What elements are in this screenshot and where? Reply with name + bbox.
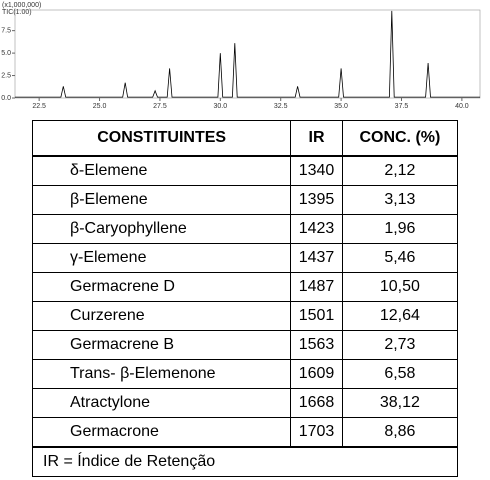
table-cell: 12,64 bbox=[341, 301, 459, 331]
table-row: γ-Elemene 1437 5,46 bbox=[31, 243, 459, 273]
table-cell: β-Caryophyllene bbox=[31, 214, 292, 244]
table-cell: δ-Elemene bbox=[31, 155, 292, 186]
x-tick-label: 35.0 bbox=[334, 103, 348, 110]
table-cell: 6,58 bbox=[341, 359, 459, 389]
table-cell: 5,46 bbox=[341, 243, 459, 273]
x-tick-label: 27.5 bbox=[153, 103, 167, 110]
y-tick-label: 5.0 bbox=[1, 50, 11, 57]
table-cell: Germacrene D bbox=[31, 272, 292, 302]
table-cell: 1423 bbox=[290, 214, 343, 244]
trace-label: TIC(1.00) bbox=[2, 9, 32, 16]
table-cell: IR = Índice de Retenção bbox=[32, 446, 458, 477]
x-tick-label: 37.5 bbox=[395, 103, 409, 110]
table-cell: 2,73 bbox=[341, 330, 459, 360]
table-cell: 38,12 bbox=[341, 388, 459, 418]
x-tick-label: 32.5 bbox=[274, 103, 288, 110]
table-cell: β-Elemene bbox=[31, 185, 292, 215]
table-cell: 1,96 bbox=[341, 214, 459, 244]
trace bbox=[15, 10, 480, 98]
table-cell: Trans- β-Elemenone bbox=[31, 359, 292, 389]
table-cell: Atractylone bbox=[31, 388, 292, 418]
x-tick-label: 40.0 bbox=[455, 103, 469, 110]
table-cell: 1437 bbox=[290, 243, 343, 273]
table-cell: 1703 bbox=[290, 417, 343, 448]
table-cell: 1340 bbox=[290, 155, 343, 186]
table-cell: Curzerene bbox=[31, 301, 292, 331]
table-cell: 1668 bbox=[290, 388, 343, 418]
table-cell: 1487 bbox=[290, 272, 343, 302]
x-tick-label: 22.5 bbox=[32, 103, 46, 110]
table-cell: 1609 bbox=[290, 359, 343, 389]
y-tick-label: 0.0 bbox=[1, 95, 11, 102]
table-row: Atractylone 1668 38,12 bbox=[31, 388, 459, 418]
table-cell: 1395 bbox=[290, 185, 343, 215]
y-tick-label: 7.5 bbox=[1, 27, 11, 34]
table-cell: Germacrone bbox=[31, 417, 292, 448]
x-tick-label: 30.0 bbox=[214, 103, 228, 110]
table-row: Curzerene 1501 12,64 bbox=[31, 301, 459, 331]
table-cell: 1501 bbox=[290, 301, 343, 331]
table-row: Trans- β-Elemenone 1609 6,58 bbox=[31, 359, 459, 389]
table-row: CONSTITUINTES IR CONC. (%) bbox=[31, 120, 459, 157]
table: CONSTITUINTES IR CONC. (%) δ-Elemene 1340 2,1… bbox=[31, 120, 459, 477]
table-cell: Germacrene B bbox=[31, 330, 292, 360]
table-row: β-Caryophyllene 1423 1,96 bbox=[31, 214, 459, 244]
table-row: Germacrene B 1563 2,73 bbox=[31, 330, 459, 360]
table-row: Germacrone 1703 8,86 bbox=[31, 417, 459, 448]
table-cell: 1563 bbox=[290, 330, 343, 360]
table-cell: 2,12 bbox=[341, 155, 459, 186]
table-cell: 8,86 bbox=[341, 417, 459, 448]
scale-label: (x1,000,000) bbox=[2, 2, 41, 9]
table-row: Germacrene D 1487 10,50 bbox=[31, 272, 459, 302]
plot-frame bbox=[14, 9, 481, 99]
table-row: δ-Elemene 1340 2,12 bbox=[31, 155, 459, 186]
x-tick-label: 25.0 bbox=[93, 103, 107, 110]
y-tick-label: 2.5 bbox=[1, 72, 11, 79]
table-cell: 3,13 bbox=[341, 185, 459, 215]
chromatogram: (x1,000,000) TIC(1.00) 0.0 2.5 5.0 7.5 22.5 2… bbox=[1, 2, 481, 110]
table-row: IR = Índice de Retenção bbox=[32, 446, 458, 477]
table-cell: 10,50 bbox=[341, 272, 459, 302]
table-cell: γ-Elemene bbox=[31, 243, 292, 273]
table-row: β-Elemene 1395 3,13 bbox=[31, 185, 459, 215]
table-cell: CONC. (%) bbox=[341, 120, 459, 157]
table-cell: CONSTITUINTES bbox=[31, 120, 292, 157]
table-cell: IR bbox=[290, 120, 343, 157]
